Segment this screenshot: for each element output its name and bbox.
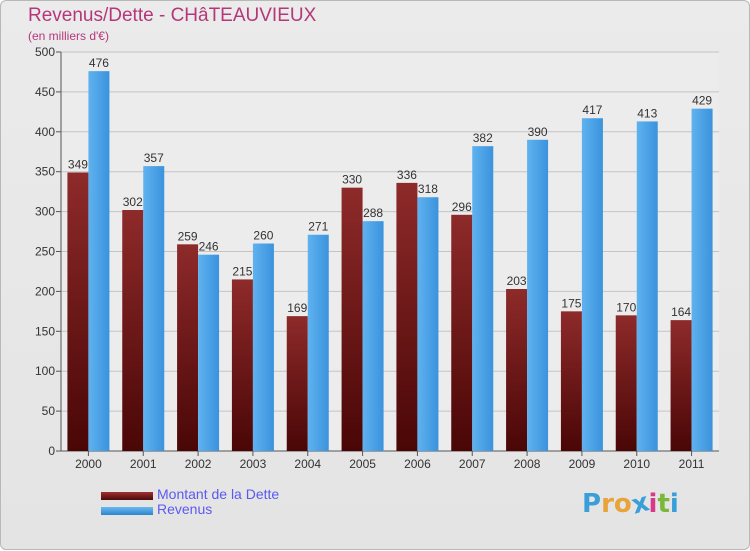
data-label: 349: [68, 157, 88, 171]
bar-debt: [396, 182, 418, 451]
y-tick-label: 100: [35, 364, 55, 378]
logo-letter: i: [648, 489, 658, 519]
data-label: 413: [637, 106, 657, 120]
bar-debt: [177, 244, 199, 451]
data-label: 288: [363, 206, 383, 220]
data-label: 259: [178, 229, 198, 243]
x-tick-label: 2003: [240, 457, 267, 471]
logo-letter: o: [613, 489, 632, 519]
data-label: 390: [528, 125, 548, 139]
bar-debt: [670, 320, 692, 451]
x-tick-label: 2011: [679, 457, 705, 471]
bar-revenue: [417, 197, 439, 451]
chart-subtitle: (en milliers d'€): [28, 29, 109, 43]
bar-debt: [341, 187, 363, 451]
data-label: 215: [232, 264, 252, 278]
y-tick-label: 50: [42, 404, 56, 418]
logo-letter: t: [657, 489, 670, 519]
legend-label-revenue: Revenus: [157, 501, 213, 517]
bar-revenue: [527, 139, 549, 451]
bar-debt: [615, 315, 637, 451]
data-label: 169: [287, 301, 307, 315]
x-tick-label: 2009: [569, 457, 596, 471]
data-label: 476: [89, 56, 109, 70]
bar-revenue: [362, 221, 384, 451]
y-tick-label: 400: [35, 125, 55, 139]
data-label: 357: [144, 151, 164, 165]
y-tick-label: 0: [48, 444, 55, 458]
bar-debt: [560, 311, 582, 451]
data-label: 296: [452, 200, 472, 214]
bar-debt: [451, 214, 473, 451]
data-label: 271: [308, 220, 328, 234]
x-tick-label: 2010: [623, 457, 650, 471]
x-tick-label: 2000: [75, 457, 102, 471]
bar-revenue: [88, 71, 110, 451]
x-tick-label: 2005: [349, 457, 376, 471]
data-label: 417: [582, 103, 602, 117]
x-tick-label: 2002: [185, 457, 212, 471]
y-tick-label: 300: [35, 205, 55, 219]
bar-revenue: [252, 243, 274, 451]
bar-debt: [506, 289, 528, 451]
x-tick-label: 2004: [294, 457, 321, 471]
legend-swatch-revenue: [101, 507, 153, 515]
data-label: 382: [473, 131, 493, 145]
chart-title: Revenus/Dette - CHâTEAUVIEUX: [28, 5, 317, 26]
y-tick-label: 150: [35, 324, 55, 338]
data-label: 302: [123, 195, 143, 209]
data-label: 260: [253, 229, 273, 243]
bar-revenue: [472, 146, 494, 451]
bar-debt: [122, 210, 144, 451]
data-label: 330: [342, 173, 362, 187]
y-tick-label: 350: [35, 165, 55, 179]
logo-letter: P: [582, 489, 602, 519]
bar-revenue: [691, 108, 713, 452]
bar-revenue: [307, 234, 329, 451]
data-label: 336: [397, 168, 417, 182]
data-label: 175: [561, 296, 581, 310]
bar-revenue: [143, 166, 165, 451]
y-tick-label: 500: [35, 45, 55, 59]
legend-label-debt: Montant de la Dette: [157, 486, 280, 502]
logo-letter: i: [669, 489, 679, 519]
data-label: 164: [671, 305, 691, 319]
data-label: 203: [507, 274, 527, 288]
data-label: 246: [199, 240, 219, 254]
bar-revenue: [198, 254, 220, 451]
bar-debt: [67, 172, 89, 452]
bar-debt: [286, 316, 308, 451]
data-label: 318: [418, 182, 438, 196]
bar-revenue: [581, 118, 603, 451]
data-label: 429: [692, 94, 712, 108]
data-label: 170: [616, 300, 636, 314]
legend-swatch-debt: [101, 492, 153, 500]
bar-revenue: [636, 121, 658, 452]
x-tick-label: 2007: [459, 457, 486, 471]
y-tick-label: 450: [35, 85, 55, 99]
x-tick-label: 2008: [514, 457, 541, 471]
y-tick-label: 250: [35, 245, 55, 259]
x-tick-label: 2006: [404, 457, 431, 471]
logo-letter: r: [601, 489, 614, 519]
proxiti-logo: Proxiti: [582, 487, 679, 520]
x-tick-label: 2001: [130, 457, 157, 471]
y-tick-label: 200: [35, 284, 55, 298]
bar-debt: [231, 279, 253, 451]
